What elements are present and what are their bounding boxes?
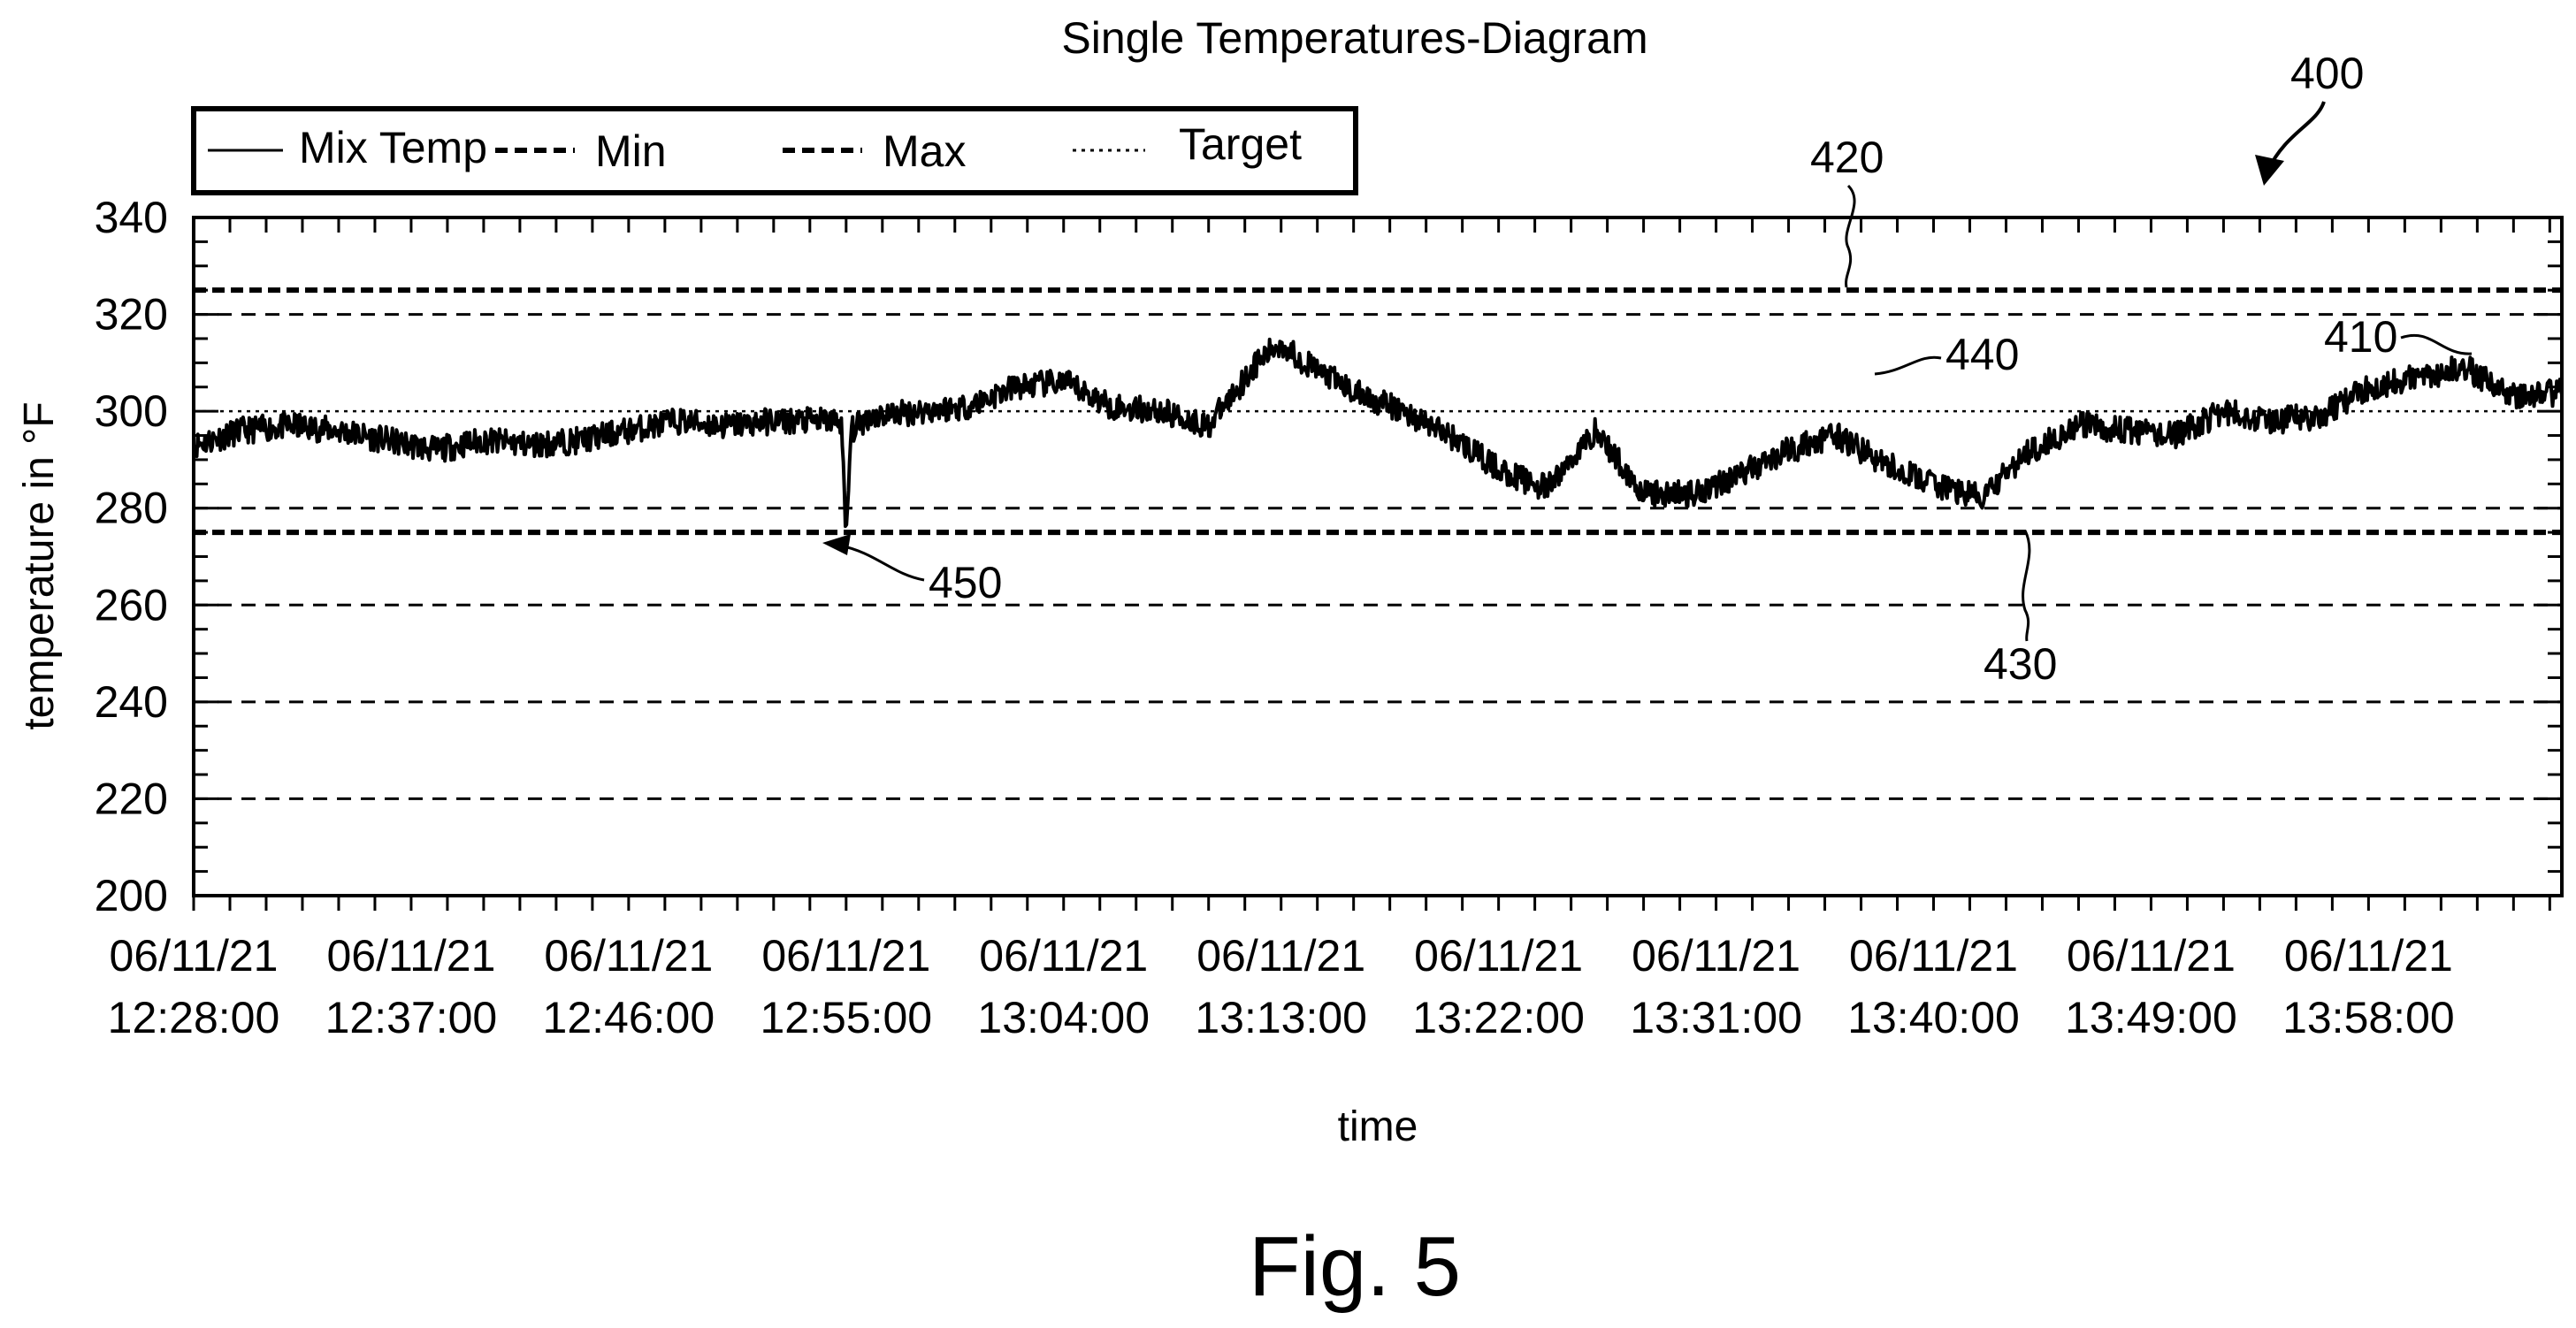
legend: Mix Temp Min Max Target bbox=[191, 106, 1358, 195]
reference-lines bbox=[194, 287, 2562, 536]
x-tick-date: 06/11/21 bbox=[544, 931, 713, 981]
x-tick-date: 06/11/21 bbox=[326, 931, 495, 981]
ref-label-450: 450 bbox=[929, 558, 1002, 607]
y-tick-label: 240 bbox=[95, 677, 168, 727]
legend-label-min: Min bbox=[595, 126, 667, 176]
ref-label-410: 410 bbox=[2324, 312, 2397, 362]
y-tick-label: 340 bbox=[95, 193, 168, 242]
x-tick-label: 06/11/21 13:58:00 bbox=[2282, 931, 2455, 1042]
x-tick-label: 06/11/21 13:49:00 bbox=[2065, 931, 2237, 1042]
ref-label-440: 440 bbox=[1945, 330, 2019, 379]
legend-box bbox=[191, 106, 1358, 195]
x-tick-date: 06/11/21 bbox=[2284, 931, 2453, 981]
x-tick-label: 06/11/21 13:22:00 bbox=[1412, 931, 1585, 1042]
y-tick-label: 280 bbox=[95, 484, 168, 533]
x-tick-date: 06/11/21 bbox=[2067, 931, 2236, 981]
legend-label-target: Target bbox=[1179, 119, 1302, 169]
leader-420 bbox=[1845, 184, 1856, 288]
x-tick-date: 06/11/21 bbox=[110, 931, 279, 981]
legend-label-mix-temp: Mix Temp bbox=[299, 123, 487, 172]
x-tick-label: 06/11/21 12:28:00 bbox=[108, 931, 280, 1042]
x-tick-time: 13:13:00 bbox=[1195, 993, 1367, 1042]
arrowhead-450 bbox=[822, 534, 851, 555]
arrowhead-400 bbox=[2255, 155, 2284, 186]
y-tick-label: 200 bbox=[95, 871, 168, 920]
x-tick-time: 12:28:00 bbox=[108, 993, 280, 1042]
leader-410 bbox=[2400, 333, 2473, 355]
annotations: 400 410 420 430 440 450 bbox=[822, 49, 2473, 689]
x-tick-date: 06/11/21 bbox=[1196, 931, 1365, 981]
leader-430 bbox=[2022, 530, 2031, 642]
x-tick-date: 06/11/21 bbox=[1414, 931, 1583, 981]
ref-label-420: 420 bbox=[1810, 133, 1884, 182]
x-tick-time: 12:37:00 bbox=[325, 993, 498, 1042]
y-tick-label: 320 bbox=[95, 290, 168, 340]
x-tick-label: 06/11/21 13:04:00 bbox=[977, 931, 1150, 1042]
legend-label-max: Max bbox=[883, 126, 966, 176]
x-tick-label: 06/11/21 13:13:00 bbox=[1195, 931, 1367, 1042]
x-tick-label: 06/11/21 13:31:00 bbox=[1630, 931, 1802, 1042]
x-tick-date: 06/11/21 bbox=[1632, 931, 1800, 981]
x-tick-time: 13:58:00 bbox=[2282, 993, 2455, 1042]
x-tick-date: 06/11/21 bbox=[979, 931, 1148, 981]
series-line-mix-temp bbox=[192, 337, 2564, 529]
figure-caption: Fig. 5 bbox=[1249, 1219, 1461, 1314]
x-tick-time: 13:22:00 bbox=[1412, 993, 1585, 1042]
y-axis-label: temperature in °F bbox=[16, 401, 63, 729]
ref-label-430: 430 bbox=[1984, 639, 2057, 689]
x-tick-time: 12:46:00 bbox=[543, 993, 715, 1042]
x-tick-label: 06/11/21 13:40:00 bbox=[1847, 931, 2020, 1042]
x-tick-label: 06/11/21 12:46:00 bbox=[543, 931, 715, 1042]
x-tick-time: 13:40:00 bbox=[1847, 993, 2020, 1042]
x-axis-label: time bbox=[1338, 1103, 1418, 1150]
gridlines bbox=[194, 313, 2562, 800]
y-tick-label: 260 bbox=[95, 580, 168, 630]
x-tick-time: 13:31:00 bbox=[1630, 993, 1802, 1042]
x-tick-time: 13:04:00 bbox=[977, 993, 1150, 1042]
series-layer bbox=[192, 337, 2564, 529]
x-tick-date: 06/11/21 bbox=[1849, 931, 2018, 981]
leader-450 bbox=[839, 544, 925, 582]
x-tick-date: 06/11/21 bbox=[761, 931, 930, 981]
chart-title: Single Temperatures-Diagram bbox=[1061, 13, 1647, 63]
ref-label-400: 400 bbox=[2290, 49, 2364, 98]
plot-frame bbox=[192, 216, 2564, 897]
y-tick-label: 220 bbox=[95, 774, 168, 823]
x-tick-time: 13:49:00 bbox=[2065, 993, 2237, 1042]
y-tick-label: 300 bbox=[95, 386, 168, 436]
leader-440 bbox=[1874, 355, 1942, 376]
axes bbox=[192, 216, 2564, 911]
x-tick-label: 06/11/21 12:55:00 bbox=[760, 931, 932, 1042]
x-tick-label: 06/11/21 12:37:00 bbox=[325, 931, 498, 1042]
y-tick-labels: 200 220 240 260 280 300 320 340 bbox=[95, 193, 168, 920]
x-tick-time: 12:55:00 bbox=[760, 993, 932, 1042]
